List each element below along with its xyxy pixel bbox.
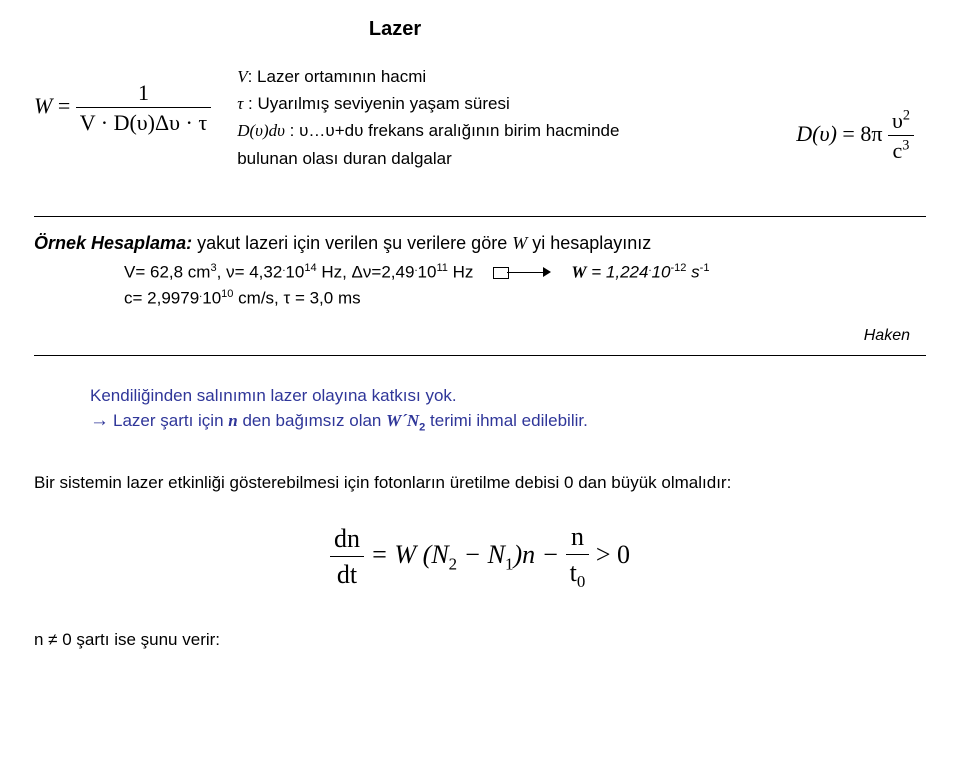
def-tau-txt: : Uyarılmış seviyenin yaşam süresi <box>243 94 509 113</box>
eq-d-den-sup: 3 <box>902 137 909 153</box>
eq-main-num2: n <box>566 521 590 555</box>
arrow-icon <box>493 265 551 279</box>
eq-main-frac2: nt0 <box>566 521 590 594</box>
ex-l1-f: Hz <box>448 262 474 281</box>
ex-l1-d: Hz, Δν=2,49 <box>317 262 415 281</box>
ex-l2: c= 2,9979.1010 cm/s, τ = 3,0 ms <box>124 288 361 309</box>
p2-c: terimi ihmal edilebilir. <box>425 411 588 430</box>
eq-main-b: − N <box>457 541 505 570</box>
para-1: Kendiliğinden salınımın lazer olayına ka… <box>90 386 926 406</box>
def-tau: τ : Uyarılmış seviyenin yaşam süresi <box>237 90 770 117</box>
eq-d-num-b: υ <box>892 108 903 133</box>
def-D-sym: D(υ)dυ <box>237 121 285 140</box>
p2-n: n <box>228 411 237 430</box>
ex-l2-a: c= 2,9979 <box>124 289 199 308</box>
eq-d-lhs: D(υ) <box>796 121 837 146</box>
eq-d: D(υ) = 8π υ2c3 <box>796 63 926 165</box>
eq-d-den: c3 <box>888 136 914 166</box>
ex-res-c-sup: -12 <box>670 262 686 274</box>
para-4: n ≠ 0 şartı ise şunu verir: <box>34 630 926 650</box>
example-line1: V= 62,8 cm3, ν= 4,32.1014 Hz, Δν=2,49.10… <box>124 262 926 283</box>
definitions: V: Lazer ortamının hacmi τ : Uyarılmış s… <box>237 63 770 172</box>
example-title-rest: yakut lazeri için verilen şu verilere gö… <box>197 233 512 253</box>
eq-w-lhs: W <box>34 93 52 118</box>
eq-w: W = 1V · D(υ)Δυ · τ <box>34 63 211 137</box>
def-V-txt: : Lazer ortamının hacmi <box>248 67 427 86</box>
ex-l1-left: V= 62,8 cm3, ν= 4,32.1014 Hz, Δν=2,49.10… <box>124 262 473 283</box>
page-title: Lazer <box>0 18 926 41</box>
ex-res-a: W <box>571 262 586 281</box>
eq-main-den2-a: t <box>570 558 577 587</box>
ex-l1-c: 10 <box>285 262 304 281</box>
eq-main-den2: t0 <box>566 555 590 594</box>
ex-res-c: 10 <box>652 262 671 281</box>
def-V-sym: V <box>237 67 247 86</box>
example-line2: c= 2,9979.1010 cm/s, τ = 3,0 ms <box>124 288 926 309</box>
def-D-txt: : υ…υ+dυ frekans aralığının birim hacmin… <box>285 121 620 140</box>
eq-w-den: V · D(υ)Δυ · τ <box>76 108 211 138</box>
def-D-txt2: bulunan olası duran dalgalar <box>237 145 770 172</box>
def-D: D(υ)dυ : υ…υ+dυ frekans aralığının birim… <box>237 117 770 144</box>
divider-bottom <box>34 355 926 356</box>
eq-d-den-b: c <box>893 138 903 163</box>
ex-l1-c-sup: 14 <box>304 262 316 274</box>
ex-l2-b: 10 <box>202 289 221 308</box>
p2-a: Lazer şartı için <box>113 411 228 430</box>
eq-main-a: = W (N <box>364 541 449 570</box>
haken-credit: Haken <box>34 327 910 345</box>
eq-d-num-sup: 2 <box>903 108 910 124</box>
top-row: W = 1V · D(υ)Δυ · τ V: Lazer ortamının h… <box>34 63 926 172</box>
eq-w-frac: 1V · D(υ)Δυ · τ <box>76 79 211 137</box>
divider-top <box>34 216 926 217</box>
eq-main-den1: dt <box>330 557 364 592</box>
right-arrow-icon: → <box>90 410 109 431</box>
ex-res-b: = 1,224 <box>587 262 649 281</box>
eq-w-eq: = <box>52 93 75 118</box>
eq-main-c: )n − <box>513 541 565 570</box>
ex-l1-e-sup: 11 <box>436 262 447 274</box>
eq-w-num: 1 <box>76 79 211 108</box>
ex-res-d: s <box>686 262 699 281</box>
example-title: Örnek Hesaplama: yakut lazeri için veril… <box>34 233 926 254</box>
eq-main-den2-sub: 0 <box>577 572 585 591</box>
p2-wn: W´N <box>386 411 419 430</box>
ex-l1-b: , ν= 4,32 <box>217 262 283 281</box>
eq-main-sub2: 2 <box>449 555 457 574</box>
eq-main: dndt = W (N2 − N1)n − nt0 > 0 <box>34 521 926 594</box>
example-title-rest2: yi hesaplayınız <box>527 233 651 253</box>
example-title-b: Örnek Hesaplama: <box>34 233 197 253</box>
example-title-W: W <box>512 233 527 253</box>
example-result: W = 1,224.10-12 s-1 <box>571 262 709 283</box>
def-V: V: Lazer ortamının hacmi <box>237 63 770 90</box>
p2-b: den bağımsız olan <box>238 411 386 430</box>
ex-l2-b-sup: 10 <box>221 288 233 300</box>
eq-d-eq: = 8π <box>837 121 888 146</box>
ex-res-d-sup: -1 <box>700 262 710 274</box>
eq-d-frac: υ2c3 <box>888 107 914 165</box>
ex-l2-c: cm/s, τ = 3,0 ms <box>233 289 360 308</box>
ex-l1-a: V= 62,8 cm <box>124 262 210 281</box>
eq-main-num1: dn <box>330 523 364 557</box>
ex-l1-e: 10 <box>418 262 437 281</box>
para-3: Bir sistemin lazer etkinliği gösterebilm… <box>34 473 926 493</box>
para-2: →Lazer şartı için n den bağımsız olan W´… <box>90 410 926 433</box>
eq-main-frac1: dndt <box>330 523 364 592</box>
eq-main-tail: > 0 <box>589 541 630 570</box>
eq-d-num: υ2 <box>888 107 914 136</box>
